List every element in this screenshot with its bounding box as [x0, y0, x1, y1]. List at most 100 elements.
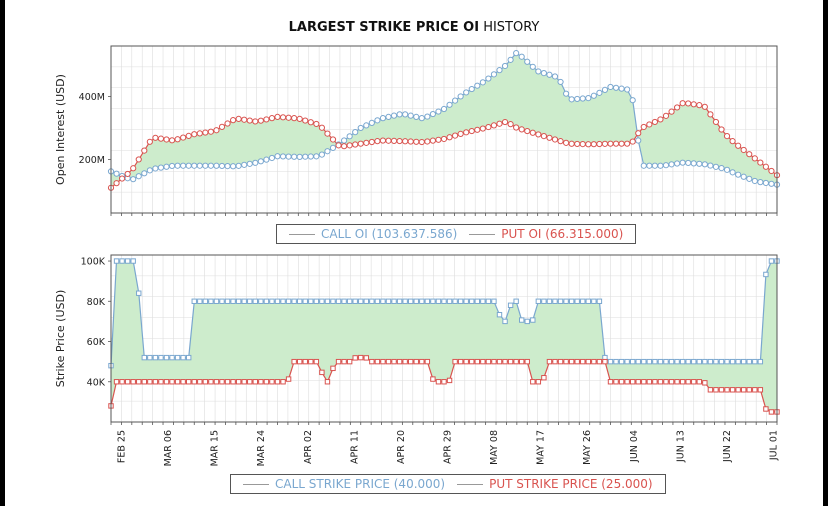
- put-data-point: [501, 118, 509, 126]
- call-data-point: [435, 298, 442, 304]
- call-data-point: [729, 169, 736, 176]
- call-data-point: [535, 298, 542, 304]
- put-data-point: [701, 103, 708, 110]
- call-data-point: [318, 151, 325, 158]
- put-data-point: [435, 379, 442, 385]
- put-data-point: [741, 387, 747, 393]
- call-data-point: [735, 171, 742, 178]
- call-data-point: [207, 162, 214, 169]
- call-data-point: [341, 137, 348, 144]
- put-data-point: [712, 118, 720, 126]
- legend-item-put-oi[interactable]: PUT OI (66.315.000): [469, 227, 623, 241]
- call-data-point: [257, 158, 264, 165]
- legend-item-put-strike[interactable]: PUT STRIKE PRICE (25.000): [457, 477, 653, 491]
- put-data-point: [607, 140, 614, 147]
- call-data-point: [413, 113, 420, 120]
- call-data-point: [374, 298, 381, 304]
- put-data-point: [252, 118, 259, 125]
- call-data-point: [147, 354, 153, 361]
- call-data-point: [268, 154, 276, 162]
- legend-line-icon: [469, 233, 496, 235]
- put-data-point: [269, 379, 275, 385]
- call-data-point: [757, 358, 764, 365]
- call-data-point: [302, 298, 308, 304]
- call-data-point: [496, 67, 503, 74]
- put-data-point: [646, 379, 653, 385]
- put-data-point: [640, 123, 647, 131]
- put-data-point: [457, 358, 464, 365]
- put-data-point: [291, 115, 298, 122]
- put-data-point: [557, 358, 564, 365]
- put-data-point: [180, 134, 187, 141]
- put-data-point: [346, 358, 353, 365]
- put-data-point: [302, 358, 308, 365]
- put-data-point: [136, 379, 142, 385]
- call-data-point: [590, 92, 597, 99]
- put-data-point: [346, 142, 353, 149]
- put-data-point: [302, 117, 309, 124]
- put-data-point: [318, 124, 325, 131]
- call-data-point: [441, 298, 447, 304]
- put-data-point: [430, 376, 436, 382]
- call-data-point: [163, 354, 170, 361]
- put-data-point: [358, 354, 364, 361]
- call-data-point: [557, 78, 564, 86]
- put-data-point: [174, 379, 181, 385]
- x-tick-label: JUN 22: [722, 430, 733, 463]
- put-data-point: [441, 379, 447, 385]
- put-data-point: [307, 119, 314, 126]
- put-data-point: [757, 159, 764, 166]
- call-data-point: [551, 73, 559, 80]
- put-data-point: [685, 100, 692, 107]
- call-data-point: [407, 112, 414, 119]
- call-data-point: [768, 258, 775, 264]
- strike-price-history-chart: 40K 60K 80K 100K Strike Price (USD) FEB 25 MAR…: [54, 254, 780, 466]
- put-data-point: [313, 358, 320, 365]
- call-data-point: [707, 162, 714, 169]
- legend-item-call-strike[interactable]: CALL STRIKE PRICE (40.000): [243, 477, 445, 491]
- call-data-point: [241, 298, 247, 304]
- put-data-point: [213, 127, 220, 134]
- call-data-point: [591, 298, 597, 304]
- put-data-point: [446, 377, 453, 384]
- legend-item-call-oi[interactable]: CALL OI (103.637.586): [289, 227, 457, 241]
- put-data-point: [668, 379, 675, 385]
- call-data-point: [618, 358, 625, 365]
- x-tick-label: APR 02: [303, 430, 314, 464]
- put-data-point: [424, 358, 431, 365]
- call-data-point: [580, 298, 586, 304]
- put-data-point: [713, 387, 719, 393]
- call-data-point: [313, 153, 320, 160]
- call-data-point: [674, 358, 680, 365]
- call-data-point: [480, 298, 486, 304]
- put-data-point: [263, 116, 270, 123]
- put-data-point: [258, 379, 264, 385]
- call-data-point: [385, 298, 392, 304]
- call-data-point: [291, 153, 298, 160]
- put-data-point: [496, 358, 503, 365]
- call-data-point: [618, 85, 625, 92]
- put-data-point: [535, 131, 542, 138]
- put-data-point: [590, 141, 597, 148]
- call-data-point: [701, 161, 708, 168]
- put-data-point: [330, 365, 336, 372]
- put-data-point: [469, 358, 475, 365]
- put-data-point: [257, 117, 264, 124]
- put-data-point: [518, 126, 525, 133]
- y-axis-title: Open Interest (USD): [54, 74, 67, 185]
- y-tick-label: 80K: [87, 297, 106, 308]
- put-data-point: [241, 379, 247, 385]
- call-data-point: [646, 162, 653, 169]
- x-tick-label: MAY 17: [536, 430, 547, 465]
- call-data-point: [541, 298, 547, 304]
- call-data-point: [435, 108, 442, 115]
- put-data-point: [369, 358, 375, 365]
- put-data-point: [480, 358, 486, 365]
- put-data-point: [158, 379, 164, 385]
- put-data-point: [524, 358, 530, 365]
- call-data-point: [607, 358, 614, 365]
- put-data-point: [285, 114, 292, 121]
- put-data-point: [474, 126, 481, 133]
- call-data-point: [152, 165, 159, 172]
